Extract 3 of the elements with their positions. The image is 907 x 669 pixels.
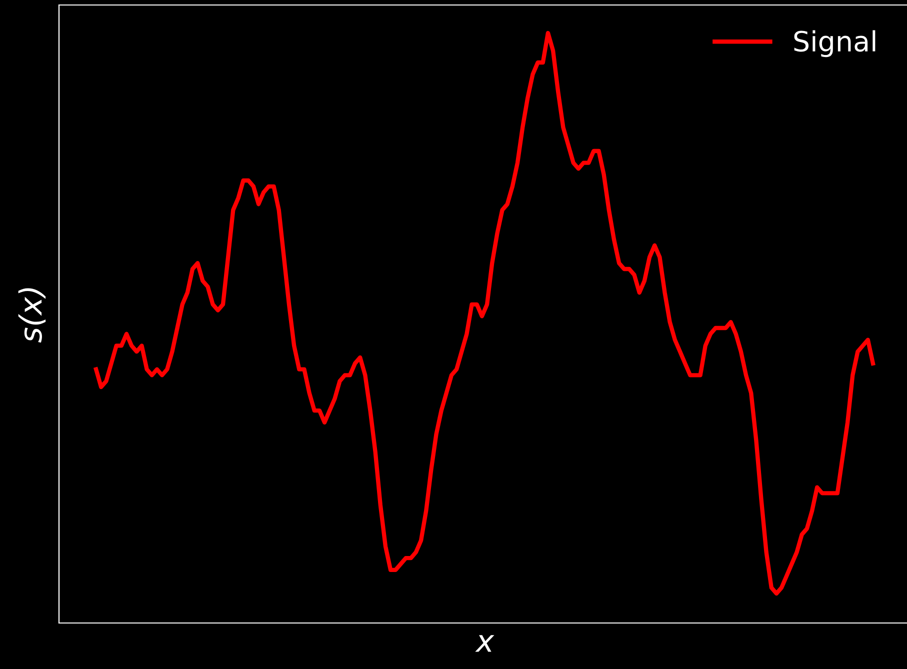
y-axis-title: s(x) bbox=[18, 288, 46, 343]
legend-label: Signal bbox=[794, 30, 876, 58]
x-axis-title: x bbox=[475, 635, 494, 652]
